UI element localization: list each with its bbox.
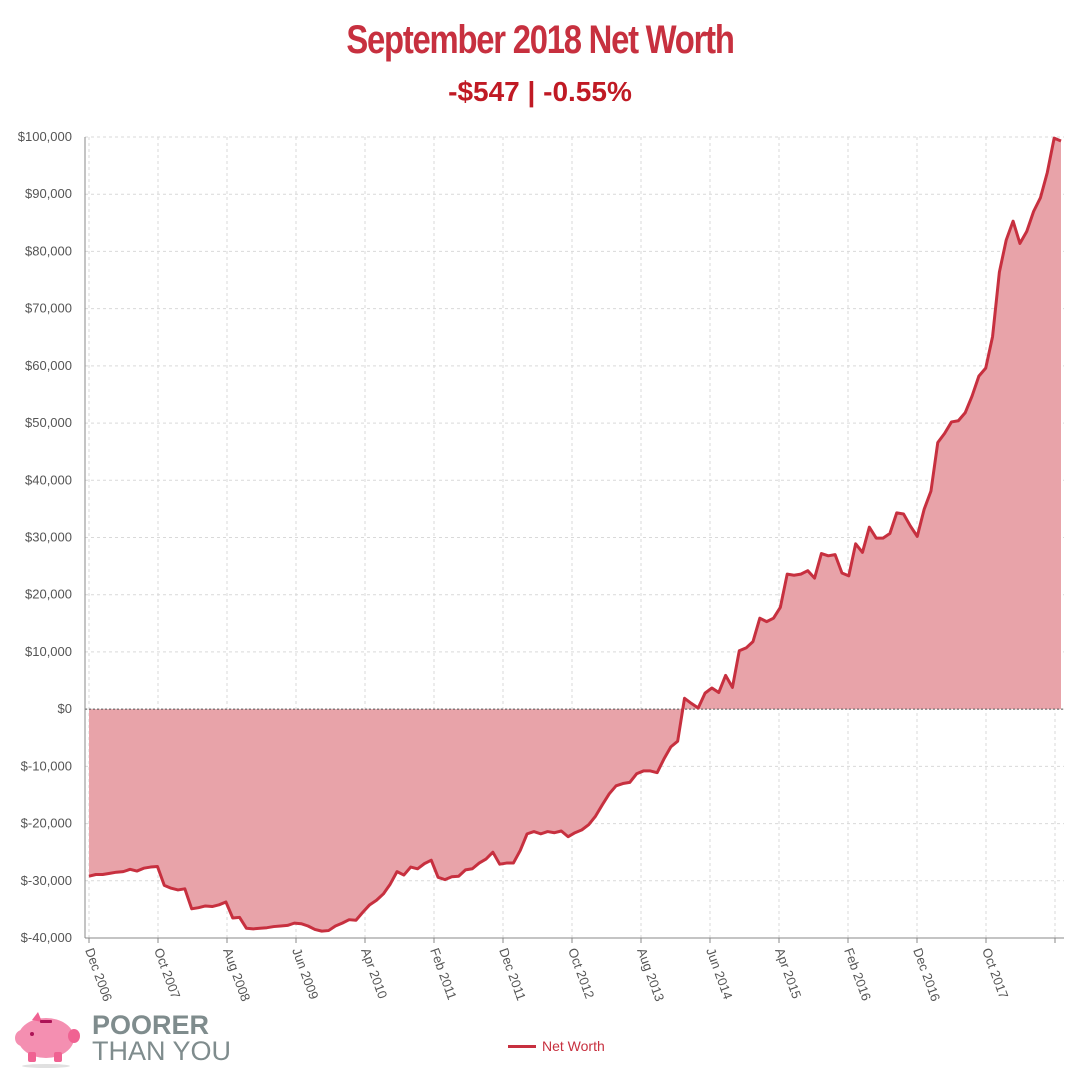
- area-layer: [85, 136, 1064, 933]
- net-worth-line: [88, 136, 1062, 933]
- x-tick-label: Dec 2011: [496, 946, 529, 1003]
- x-tick-label: Apr 2010: [358, 946, 390, 1001]
- y-tick-label: $-20,000: [21, 816, 72, 831]
- legend-swatch: [508, 1044, 536, 1048]
- logo-text: POORER THAN YOU: [92, 1010, 232, 1066]
- logo-line-2: THAN YOU: [92, 1036, 232, 1066]
- y-tick-label: $100,000: [18, 129, 72, 144]
- legend[interactable]: Net Worth: [508, 1036, 605, 1056]
- chart-title: September 2018 Net Worth: [346, 18, 735, 62]
- x-tick-label: Feb 2011: [427, 946, 460, 1002]
- x-tick-label: Aug 2013: [634, 946, 667, 1003]
- legend-label: Net Worth: [542, 1038, 605, 1054]
- y-tick-label: $80,000: [25, 243, 72, 258]
- y-tick-label: $0: [58, 701, 72, 716]
- logo-line-1: POORER: [92, 1010, 210, 1040]
- x-tick-label: Feb 2016: [841, 946, 874, 1003]
- x-tick-label: Oct 2017: [979, 946, 1011, 1001]
- x-tick-label: Oct 2012: [565, 946, 597, 1001]
- y-tick-label: $60,000: [25, 358, 72, 373]
- y-tick-label: $30,000: [25, 530, 72, 545]
- piggy-bank-icon: [15, 1012, 80, 1068]
- net-worth-area: [89, 138, 1061, 932]
- x-tick-label: Aug 2008: [220, 946, 253, 1003]
- y-tick-label: $40,000: [25, 472, 72, 487]
- axes: [84, 137, 1064, 943]
- y-tick-label: $20,000: [25, 587, 72, 602]
- x-axis-labels: Dec 2006 Oct 2007 Aug 2008 Jun 2009 Apr 2010…: [82, 946, 1011, 1003]
- y-tick-label: $90,000: [25, 186, 72, 201]
- x-tick-label: Dec 2006: [82, 946, 115, 1003]
- y-axis-labels: $-40,000 $-30,000 $-20,000 $-10,000 $0 $10,00…: [18, 129, 72, 945]
- y-tick-label: $-30,000: [21, 873, 72, 888]
- y-tick-label: $-40,000: [21, 930, 72, 945]
- poorer-than-you-logo: POORER THAN YOU: [12, 1010, 242, 1070]
- y-tick-label: $-10,000: [21, 758, 72, 773]
- x-tick-label: Jun 2014: [703, 946, 735, 1001]
- x-tick-label: Oct 2007: [151, 946, 183, 1001]
- y-tick-label: $70,000: [25, 301, 72, 316]
- y-tick-label: $50,000: [25, 415, 72, 430]
- x-tick-label: Dec 2016: [910, 946, 943, 1003]
- x-tick-label: Apr 2015: [772, 946, 804, 1001]
- chart-subtitle: -$547 | -0.55%: [448, 76, 632, 107]
- y-tick-label: $10,000: [25, 644, 72, 659]
- x-tick-label: Jun 2009: [289, 946, 321, 1001]
